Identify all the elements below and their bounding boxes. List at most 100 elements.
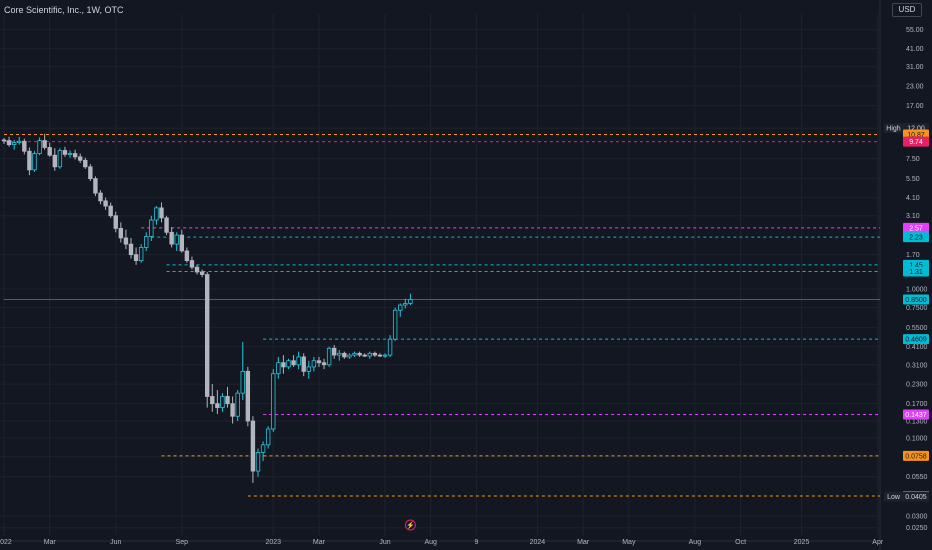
candle-down	[93, 178, 98, 194]
time-axis: 2022 Mar Jun Sep 2023 Mar Jun Aug 9 2024 Mar May Aug…	[0, 539, 884, 546]
candle-up	[32, 153, 37, 171]
candle-down	[164, 217, 169, 233]
candle-up	[311, 360, 317, 368]
candle-up	[154, 207, 159, 221]
candle-up	[37, 140, 42, 154]
price-tick-label: 0.1700	[906, 401, 928, 408]
price-tick-label: 0.2300	[906, 382, 928, 389]
price-tick-label: 0.3100	[906, 362, 928, 369]
price-badge-value: 0.1437	[905, 412, 927, 419]
candle-down	[179, 234, 184, 252]
candle-up	[265, 428, 271, 446]
candle-down	[98, 192, 103, 202]
price-tick-label: 0.7500	[906, 305, 928, 312]
candle-down	[118, 227, 124, 239]
price-badge-label: Low	[887, 494, 901, 501]
price-tick-label: 3.10	[906, 213, 920, 220]
candle-up	[352, 352, 357, 356]
candle-down	[133, 254, 139, 262]
candle-down	[88, 166, 93, 180]
price-tick-label: 23.00	[906, 84, 924, 91]
price-badge	[903, 266, 929, 277]
price-badges: 12.00 High 10.879.74 2.57 2.23 1.451.31 0.8500…	[884, 123, 929, 502]
time-tick-label: Sep	[176, 539, 189, 546]
time-tick-label: 2022	[0, 539, 12, 546]
price-tick-label: 5.50	[906, 176, 920, 183]
candle-down	[245, 370, 251, 422]
candle-down	[372, 352, 378, 356]
price-badge-value: 0.0405	[905, 494, 927, 501]
price-badge-value: 0.0758	[905, 453, 927, 460]
price-badge-value: 0.8500	[905, 297, 927, 304]
candle-up	[306, 366, 311, 372]
price-badge	[903, 222, 929, 233]
price-tick-label: 31.00	[906, 64, 924, 71]
candle-down	[52, 154, 57, 168]
price-tick-label: 55.00	[906, 27, 924, 34]
candle-up	[17, 140, 22, 143]
candle-up	[240, 370, 245, 394]
candle-down	[123, 237, 129, 245]
candle-up	[144, 236, 149, 248]
price-badge	[903, 232, 929, 243]
candle-down	[189, 260, 195, 268]
candle-up	[235, 392, 240, 417]
currency-selector[interactable]: USD	[892, 3, 922, 17]
candle-up	[408, 299, 413, 304]
candle-up	[403, 303, 408, 306]
grid	[0, 0, 881, 550]
candle-down	[301, 356, 306, 372]
price-badge	[903, 409, 929, 420]
candle-down	[113, 215, 118, 229]
candle-down	[108, 205, 113, 217]
candle-down	[169, 231, 174, 245]
candle-down	[316, 360, 322, 364]
time-tick-label: Jun	[379, 539, 390, 546]
candle-down	[250, 420, 256, 472]
time-tick-label: Oct	[735, 539, 746, 546]
candle-down	[225, 396, 230, 405]
price-badge-value: 2.23	[909, 235, 923, 242]
price-tick-label: 0.5500	[906, 325, 928, 332]
candle-down	[194, 266, 200, 273]
price-badge	[903, 136, 929, 147]
candle-down	[230, 403, 235, 417]
candle-down	[78, 156, 83, 161]
candle-up	[286, 360, 291, 368]
time-tick-label: 2025	[794, 539, 810, 546]
price-tick-label: 0.4100	[906, 344, 928, 351]
candle-down	[83, 159, 88, 168]
event-marker: ⚡	[404, 519, 416, 531]
event-marker-glyph: ⚡	[406, 521, 415, 530]
price-tick-label: 1.70	[906, 252, 920, 259]
time-tick-label: Jun	[110, 539, 121, 546]
price-badge-tag	[884, 491, 903, 502]
time-tick-label: May	[622, 539, 636, 546]
candle-up	[174, 234, 179, 245]
price-tick-label: 1.0000	[906, 286, 928, 293]
candle-down	[321, 362, 327, 366]
price-badge-value: 10.87	[907, 132, 925, 139]
price-badge-value: 9.74	[909, 139, 923, 146]
price-badge	[903, 491, 929, 502]
time-tick-label: 2023	[265, 539, 281, 546]
candle-down	[1, 139, 7, 142]
time-tick-label: Apr	[872, 539, 884, 546]
time-tick-label: 2024	[530, 539, 546, 546]
price-tick-label: 0.0550	[906, 474, 928, 481]
price-badge-value: 2.57	[909, 225, 923, 232]
price-badge-value: 1.31	[909, 269, 923, 276]
candle-down	[377, 354, 383, 357]
time-tick-label: Mar	[577, 539, 590, 546]
time-tick-label: Mar	[44, 539, 57, 546]
candle-up	[271, 373, 276, 430]
candle-down	[128, 243, 134, 256]
candle-up	[11, 142, 17, 146]
candle-down	[62, 150, 68, 155]
candle-up	[398, 304, 403, 311]
candle-up	[149, 219, 154, 237]
candle-down	[72, 153, 78, 158]
candle-up	[220, 396, 225, 408]
price-badge-value: 1.45	[909, 262, 923, 269]
